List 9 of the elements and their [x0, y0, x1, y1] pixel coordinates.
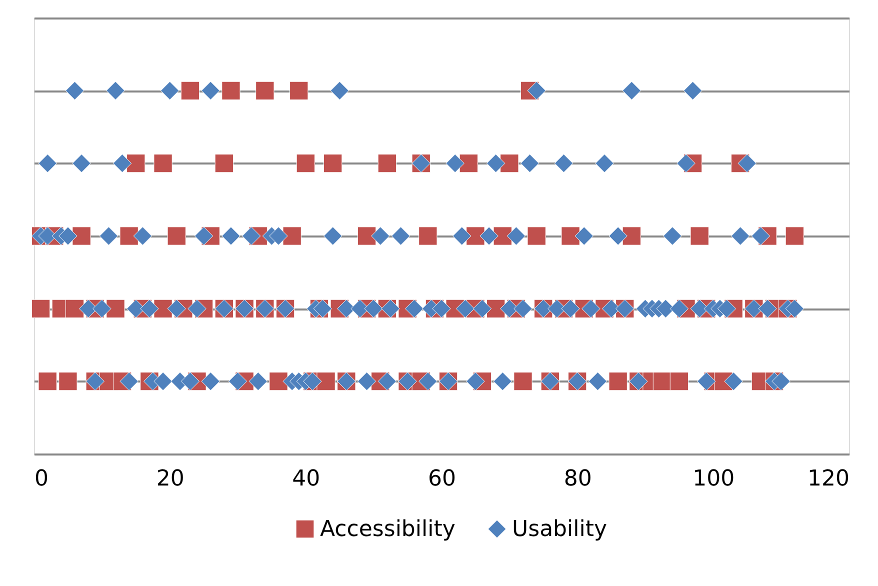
x-tick-label: 20: [156, 466, 184, 492]
x-tick-label: 80: [564, 466, 592, 492]
legend-label: Accessibility: [320, 517, 456, 542]
x-tick-label: 60: [428, 466, 456, 492]
x-tick-label: 100: [692, 466, 735, 492]
x-tick-label: 0: [34, 466, 48, 492]
legend-label: Usability: [512, 517, 607, 542]
x-tick-label: 40: [292, 466, 320, 492]
x-tick-label: 120: [808, 466, 850, 492]
